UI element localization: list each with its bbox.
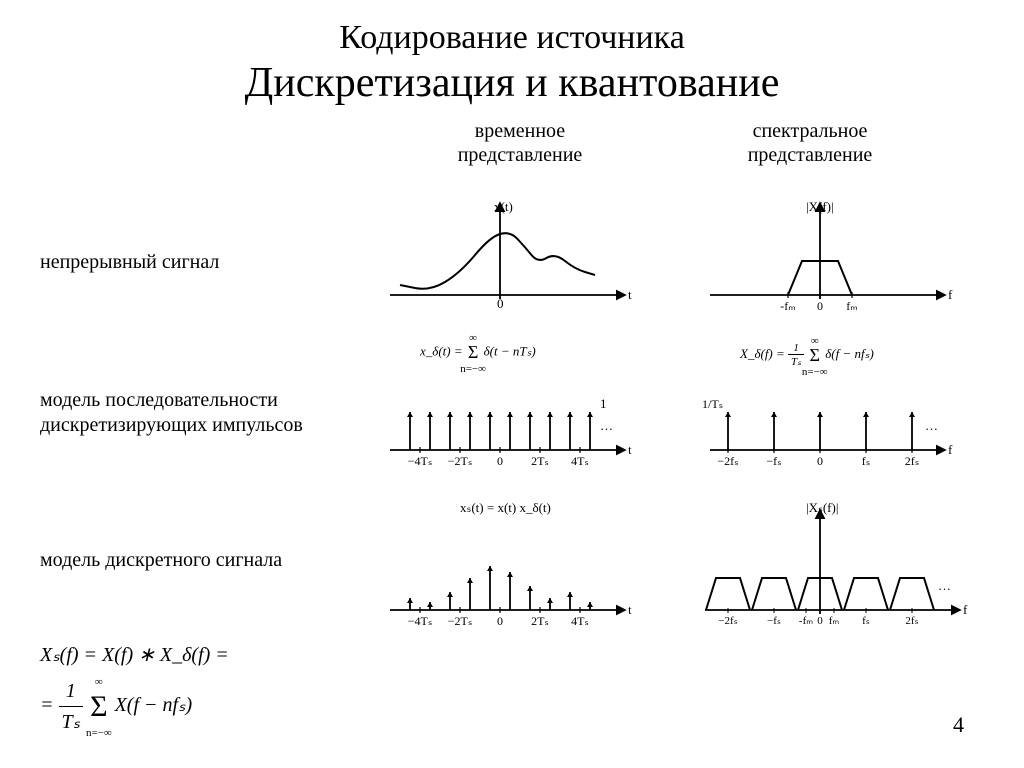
svg-text:-fₘ: -fₘ — [780, 299, 795, 310]
title-line-1: Кодирование источника — [0, 18, 1024, 57]
title-line-2: Дискретизация и квантование — [0, 59, 1024, 107]
diagram-sampled-time: t xₛ(t) = x(t) x_δ(t) −4Tₛ −2Tₛ 0 2Tₛ 4Tₛ — [380, 495, 640, 630]
page-number: 4 — [953, 712, 964, 738]
svg-text:0: 0 — [817, 615, 823, 627]
svg-text:fₛ: fₛ — [862, 615, 870, 627]
svg-text:−2fₛ: −2fₛ — [718, 615, 737, 627]
svg-text:0: 0 — [497, 454, 503, 468]
col-header-freq: спектральное представление — [710, 119, 910, 167]
svg-text:−4Tₛ: −4Tₛ — [408, 454, 433, 468]
svg-text:−2Tₛ: −2Tₛ — [448, 614, 473, 628]
svg-text:f: f — [963, 602, 968, 617]
svg-text:…: … — [600, 418, 613, 433]
convolution-formula: Xₛ(f) = X(f) ∗ X_δ(f) = = 1 Tₛ Σ ∞ n=−∞ … — [40, 640, 229, 737]
svg-text:-fₘ: -fₘ — [799, 615, 813, 627]
svg-text:−2Tₛ: −2Tₛ — [448, 454, 473, 468]
svg-text:4Tₛ: 4Tₛ — [571, 454, 589, 468]
r1c1-axis-x: t — [628, 287, 632, 302]
svg-text:2Tₛ: 2Tₛ — [531, 454, 549, 468]
col-header-time: временное представление — [420, 119, 620, 167]
slide-page: Кодирование источника Дискретизация и кв… — [0, 0, 1024, 768]
svg-text:2Tₛ: 2Tₛ — [531, 614, 549, 628]
r1c2-title: |X(f)| — [806, 199, 834, 214]
svg-text:0: 0 — [817, 299, 823, 310]
diagram-continuous-freq: |X(f)| f -fₘ 0 fₘ — [700, 195, 960, 310]
svg-text:fₘ: fₘ — [846, 299, 857, 310]
r2c2-title: X_δ(f) = 1 Tₛ Σ ∞ n=−∞ δ(f − nfₛ) — [740, 342, 874, 368]
svg-text:−2fₛ: −2fₛ — [717, 454, 738, 468]
r1c2-axis-x: f — [948, 287, 953, 302]
svg-text:−4Tₛ: −4Tₛ — [408, 614, 433, 628]
r2c1-title: x_δ(t) = Σ ∞ n=−∞ δ(t − nTₛ) — [420, 342, 536, 363]
svg-text:2fₛ: 2fₛ — [905, 454, 919, 468]
svg-text:0: 0 — [497, 614, 503, 628]
svg-text:0: 0 — [817, 454, 823, 468]
svg-text:f: f — [948, 442, 953, 457]
row-label-impulses: модель последовательности дискретизирующ… — [40, 388, 303, 438]
row-label-continuous: непрерывный сигнал — [40, 250, 219, 275]
svg-text:2fₛ: 2fₛ — [905, 615, 918, 627]
column-headers: временное представление спектральное пре… — [0, 119, 1024, 167]
svg-text:4Tₛ: 4Tₛ — [571, 614, 589, 628]
r1c1-tick0: 0 — [497, 296, 504, 310]
svg-text:t: t — [628, 602, 632, 617]
svg-text:xₛ(t) = x(t) x_δ(t): xₛ(t) = x(t) x_δ(t) — [460, 500, 551, 515]
r1c1-title: x(t) — [494, 199, 513, 214]
svg-text:−fₛ: −fₛ — [767, 615, 781, 627]
svg-text:1/Tₛ: 1/Tₛ — [702, 397, 723, 411]
svg-text:t: t — [628, 442, 632, 457]
svg-text:fₘ: fₘ — [829, 615, 840, 627]
svg-text:fₛ: fₛ — [862, 454, 870, 468]
svg-text:−fₛ: −fₛ — [766, 454, 781, 468]
svg-text:|Xₛ(f)|: |Xₛ(f)| — [806, 500, 838, 515]
svg-text:…: … — [925, 418, 938, 433]
row-label-discrete: модель дискретного сигнала — [40, 548, 282, 573]
diagram-continuous-time: x(t) t 0 — [380, 195, 640, 310]
diagram-sampled-freq: |Xₛ(f)| f … −2fₛ −fₛ -fₘ 0 fₘ fₛ 2fₛ — [700, 495, 980, 630]
title-block: Кодирование источника Дискретизация и кв… — [0, 0, 1024, 107]
svg-text:…: … — [938, 578, 951, 593]
svg-text:1: 1 — [600, 396, 607, 411]
